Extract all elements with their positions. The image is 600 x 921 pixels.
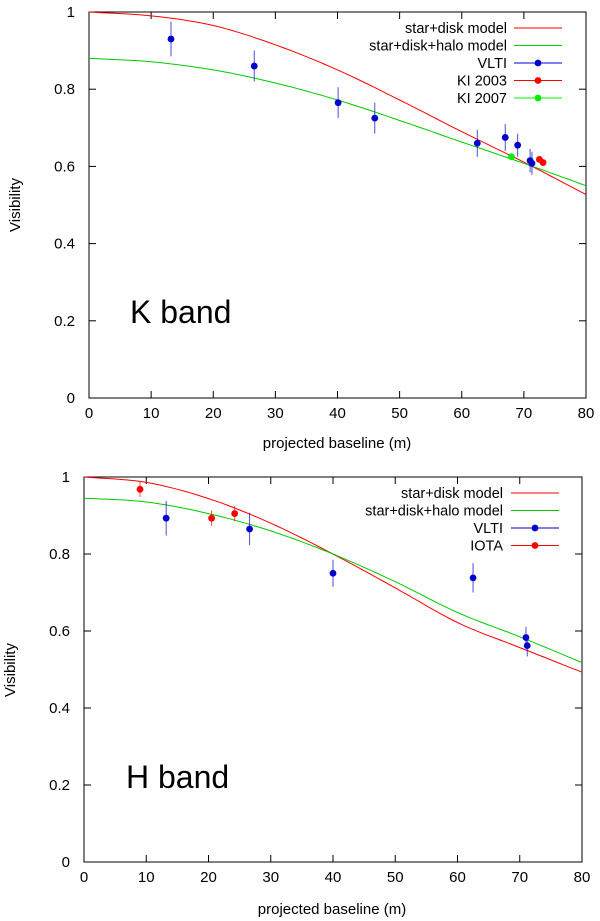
k-ytick-label: 0.2 (54, 313, 75, 330)
h-plot-frame (83, 476, 583, 863)
h-data-point (329, 569, 337, 577)
h-legend-label: star+disk model (401, 486, 503, 502)
h-xtick-label: 20 (200, 869, 217, 886)
k-xtick-label: 10 (143, 405, 160, 422)
h-legend-label: VLTI (473, 521, 503, 537)
k-legend-label: KI 2007 (457, 91, 507, 107)
h-xtick-label: 50 (387, 869, 404, 886)
k-ytick-label: 0.6 (54, 158, 75, 175)
h-ytick-label: 0.8 (49, 546, 70, 563)
h-data-point (246, 525, 253, 533)
k-legend-marker (534, 94, 542, 102)
k-legend-marker (534, 77, 542, 84)
h-xtick-label: 0 (80, 869, 88, 886)
h-xtick-label: 70 (511, 869, 528, 886)
k-band-panel: Visibility projected baseline (m) K band… (7, 4, 594, 452)
k-legend-label: VLTI (477, 56, 507, 72)
k-model-curve-1 (88, 57, 587, 187)
k-data-point (371, 114, 379, 122)
k-xlabel: projected baseline (m) (263, 435, 411, 452)
h-ytick-label: 1 (62, 469, 70, 486)
k-xtick-label: 80 (578, 405, 595, 422)
h-ytick-label: 0.4 (49, 700, 70, 717)
k-xtick-label: 40 (329, 405, 346, 422)
k-ylabel: Visibility (7, 178, 24, 232)
k-data-point (539, 159, 547, 166)
k-band-annotation: K band (130, 294, 231, 330)
k-ytick-label: 0.8 (54, 81, 75, 98)
h-ylabel: Visibility (2, 643, 19, 697)
h-xtick-label: 10 (138, 869, 155, 886)
k-legend-label: star+disk model (405, 21, 507, 37)
k-xtick-label: 60 (453, 405, 470, 422)
h-data-point (523, 642, 531, 650)
k-xtick-label: 20 (205, 405, 222, 422)
k-data-point (528, 159, 536, 167)
k-data-point (501, 134, 509, 141)
k-model-curve-0 (88, 11, 587, 196)
h-data-point (208, 514, 216, 522)
h-band-annotation: H band (126, 759, 229, 795)
k-legend-label: KI 2003 (457, 74, 507, 90)
k-xtick-label: 0 (85, 405, 93, 422)
h-xlabel: projected baseline (m) (258, 901, 406, 918)
h-ytick-label: 0 (62, 854, 70, 871)
h-legend-label: IOTA (470, 539, 503, 555)
h-legend-label: star+disk+halo model (365, 504, 503, 520)
k-data-point (508, 153, 515, 161)
h-legend-marker (531, 542, 539, 549)
h-legend-marker (531, 524, 539, 532)
k-xtick-label: 30 (267, 405, 284, 422)
k-ytick-label: 1 (67, 4, 75, 21)
h-band-panel: Visibility projected baseline (m) H band… (2, 469, 590, 918)
k-ytick-label: 0.4 (54, 236, 75, 253)
h-model-curve-1 (83, 497, 583, 664)
k-xtick-label: 70 (516, 405, 533, 422)
h-ytick-label: 0.2 (49, 777, 70, 794)
h-data-point (522, 634, 530, 641)
k-xtick-label: 50 (391, 405, 408, 422)
k-data-point (334, 99, 342, 107)
k-data-point (250, 62, 258, 70)
h-xtick-label: 60 (449, 869, 466, 886)
k-ytick-label: 0 (67, 390, 75, 407)
h-data-point (162, 514, 170, 522)
h-xtick-label: 40 (325, 869, 342, 886)
h-xtick-label: 80 (574, 869, 591, 886)
h-data-point (136, 485, 144, 493)
h-xtick-label: 30 (262, 869, 279, 886)
k-legend-marker (534, 59, 542, 67)
k-data-point (167, 35, 175, 43)
k-data-point (514, 141, 522, 149)
h-data-point (231, 510, 239, 517)
k-legend-label: star+disk+halo model (369, 39, 507, 55)
h-ytick-label: 0.6 (49, 623, 70, 640)
h-data-point (469, 574, 477, 582)
k-data-point (473, 139, 481, 147)
